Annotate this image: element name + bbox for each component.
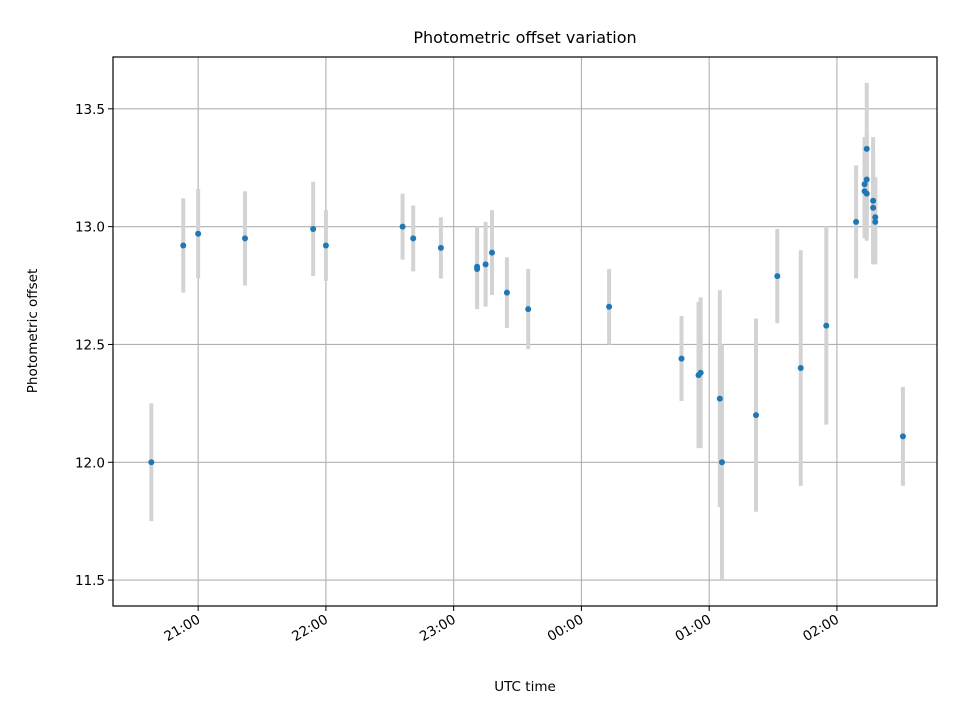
- y-tick-label: 11.5: [75, 573, 105, 589]
- y-tick-label: 12.0: [75, 455, 105, 471]
- data-point: [195, 230, 202, 237]
- data-point: [899, 433, 906, 440]
- data-point: [148, 459, 155, 466]
- data-point: [861, 181, 868, 188]
- data-point: [437, 244, 444, 251]
- data-point: [853, 218, 860, 225]
- data-point: [503, 289, 510, 296]
- data-point: [482, 261, 489, 268]
- data-point: [872, 218, 879, 225]
- data-point: [863, 145, 870, 152]
- data-point: [753, 412, 760, 419]
- x-axis-label: UTC time: [494, 679, 556, 695]
- data-point: [870, 204, 877, 211]
- data-point: [410, 235, 417, 242]
- data-point: [797, 365, 804, 372]
- y-tick-label: 13.0: [75, 220, 105, 236]
- data-point: [872, 214, 879, 221]
- y-tick-label: 12.5: [75, 337, 105, 353]
- data-point: [774, 273, 781, 280]
- grid: [113, 57, 937, 606]
- data-point: [242, 235, 249, 242]
- data-point: [310, 226, 317, 233]
- data-point: [488, 249, 495, 256]
- chart-title: Photometric offset variation: [413, 28, 636, 47]
- data-point: [718, 459, 725, 466]
- data-point: [399, 223, 406, 230]
- data-point: [716, 395, 723, 402]
- data-point: [823, 322, 830, 329]
- plot-frame: [112, 56, 938, 607]
- data-point: [863, 190, 870, 197]
- data-points: [148, 145, 906, 466]
- data-point: [180, 242, 187, 249]
- data-point: [525, 306, 532, 313]
- data-point: [678, 355, 685, 362]
- data-point: [606, 303, 613, 310]
- data-point: [863, 176, 870, 183]
- data-point: [322, 242, 329, 249]
- data-point: [474, 266, 481, 273]
- y-axis-label: Photometric offset: [25, 269, 41, 393]
- data-point: [870, 197, 877, 204]
- data-point: [697, 369, 704, 376]
- y-tick-label: 13.5: [75, 102, 105, 118]
